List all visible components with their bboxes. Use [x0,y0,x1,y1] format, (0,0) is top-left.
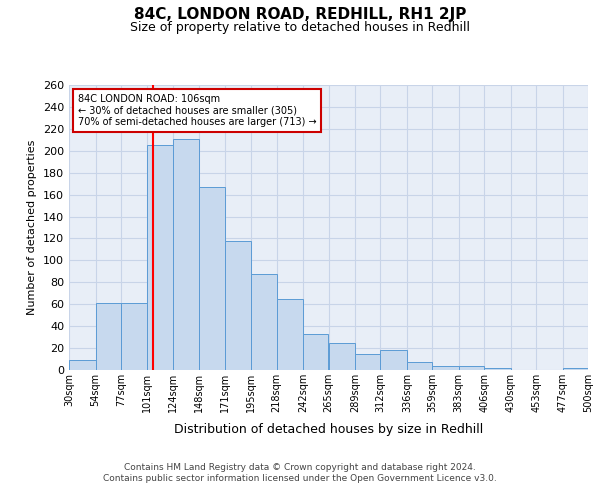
Bar [380,350,407,370]
Bar [484,368,511,370]
Bar [303,334,329,370]
Bar [432,366,459,370]
Bar [69,360,95,370]
Text: Contains HM Land Registry data © Crown copyright and database right 2024.: Contains HM Land Registry data © Crown c… [124,462,476,471]
Text: Distribution of detached houses by size in Redhill: Distribution of detached houses by size … [174,422,484,436]
Text: 84C, LONDON ROAD, REDHILL, RH1 2JP: 84C, LONDON ROAD, REDHILL, RH1 2JP [134,8,466,22]
Text: 84C LONDON ROAD: 106sqm
← 30% of detached houses are smaller (305)
70% of semi-d: 84C LONDON ROAD: 106sqm ← 30% of detache… [78,94,316,127]
Bar [148,146,173,370]
Bar [199,187,224,370]
Bar [355,354,380,370]
Bar [277,298,303,370]
Bar [407,362,432,370]
Bar [329,342,355,370]
Bar [173,138,199,370]
Y-axis label: Number of detached properties: Number of detached properties [28,140,37,315]
Bar [251,274,277,370]
Bar [224,240,251,370]
Text: Contains public sector information licensed under the Open Government Licence v3: Contains public sector information licen… [103,474,497,483]
Bar [121,303,148,370]
Bar [459,366,484,370]
Text: Size of property relative to detached houses in Redhill: Size of property relative to detached ho… [130,21,470,34]
Bar [95,303,121,370]
Bar [563,368,588,370]
